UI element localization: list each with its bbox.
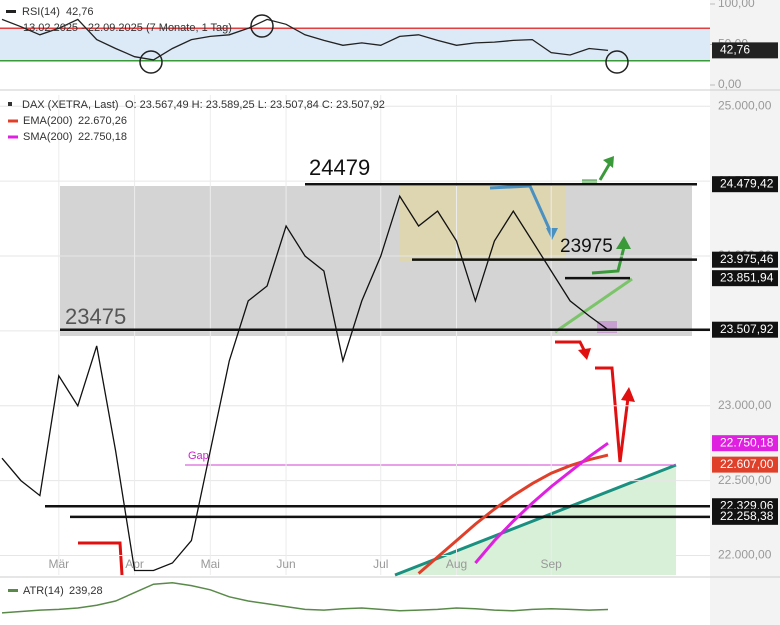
x-tick-label: Mai — [201, 557, 220, 571]
series-line — [474, 441, 609, 564]
neutral-band — [0, 28, 710, 61]
series-line — [1, 18, 609, 61]
series-group — [1, 194, 609, 575]
arrow-head — [603, 156, 614, 168]
y-tick-label: 0,00 — [718, 77, 742, 91]
marker-label: 22.607,00 — [720, 457, 774, 471]
level-box — [712, 176, 778, 193]
arrow — [489, 184, 554, 236]
panel-value: 42,76 — [66, 6, 94, 18]
value-box — [712, 42, 778, 59]
marker-box — [712, 456, 778, 473]
x-tick-label: Apr — [125, 557, 144, 571]
legend-swatch — [8, 119, 18, 123]
rsi-panel: 100,0050,000,0042,76RSI(14)42,7613.02.20… — [0, 0, 778, 91]
level-label: 23.851,94 — [720, 270, 774, 284]
x-tick-label: Aug — [446, 557, 467, 571]
legend-swatch — [8, 102, 12, 106]
consolidation-box — [400, 186, 565, 261]
panel-title: RSI(14) — [22, 6, 60, 18]
chart-title: DAX (XETRA, Last) — [22, 99, 119, 111]
arrow-head — [546, 228, 558, 240]
legend-value: 22.750,18 — [78, 131, 127, 143]
y-tick-label: 100,00 — [718, 0, 755, 10]
price-panel: 22.000,0022.500,0023.000,0023.500,0024.0… — [0, 95, 778, 577]
circle — [250, 14, 274, 38]
subtitle: 13.02.2025 - 22.09.2025 (7 Monate, 1 Tag… — [23, 22, 232, 34]
series-line — [417, 453, 609, 575]
level-label: 23.975,46 — [720, 252, 774, 266]
annotation: Gap — [188, 450, 209, 462]
arrow — [78, 541, 124, 576]
annotation: 24479 — [309, 155, 370, 180]
y-tick-label: 25.000,00 — [718, 98, 772, 112]
trend-line — [394, 463, 677, 577]
x-tick-label: Sep — [541, 557, 563, 571]
x-tick-label: Jul — [373, 557, 388, 571]
y-tick-label: 23.000,00 — [718, 398, 772, 412]
arrow-head — [578, 348, 591, 360]
y-tick-label: 22.000,00 — [718, 548, 772, 562]
arrow — [595, 366, 630, 463]
marker-box — [712, 435, 778, 452]
x-tick-label: Mär — [48, 557, 69, 571]
legend-swatch — [6, 10, 16, 13]
series-line — [1, 194, 609, 572]
arrow-head — [616, 236, 631, 249]
circle — [139, 50, 163, 74]
legend-swatch — [8, 135, 18, 139]
level-box — [712, 321, 778, 338]
annotation: 23975 — [560, 236, 613, 257]
marker-label: 22.750,18 — [720, 435, 774, 449]
level-label: 23.507,92 — [720, 322, 774, 336]
level-box — [712, 508, 778, 525]
axis-column — [710, 0, 780, 625]
level-box — [712, 251, 778, 268]
atr-panel: ATR(14) 239,28 — [1, 582, 609, 614]
support-line — [554, 277, 633, 334]
level-label: 24.479,42 — [720, 176, 774, 190]
panel-value: 239,28 — [69, 585, 103, 597]
arrow-head — [621, 387, 635, 402]
legend-value: 22.670,26 — [78, 115, 127, 127]
rsi-circles — [139, 14, 629, 74]
legend-name: SMA(200) — [23, 131, 73, 143]
series-line — [1, 582, 609, 614]
annotation: 23475 — [65, 304, 126, 329]
y-tick-label: 22.500,00 — [718, 473, 772, 487]
ohlc: O: 23.567,49 H: 23.589,25 L: 23.507,84 C… — [125, 99, 385, 111]
x-tick-label: Jun — [276, 557, 295, 571]
circle — [605, 50, 629, 74]
legend-name: EMA(200) — [23, 115, 73, 127]
arrow — [591, 246, 626, 275]
panel-title: ATR(14) — [23, 585, 64, 597]
level-box — [712, 270, 778, 287]
level-label: 22.258,38 — [720, 509, 774, 523]
range-box — [60, 186, 692, 336]
value-label: 42,76 — [720, 43, 750, 57]
arrow — [555, 340, 587, 353]
legend-swatch — [8, 589, 18, 592]
